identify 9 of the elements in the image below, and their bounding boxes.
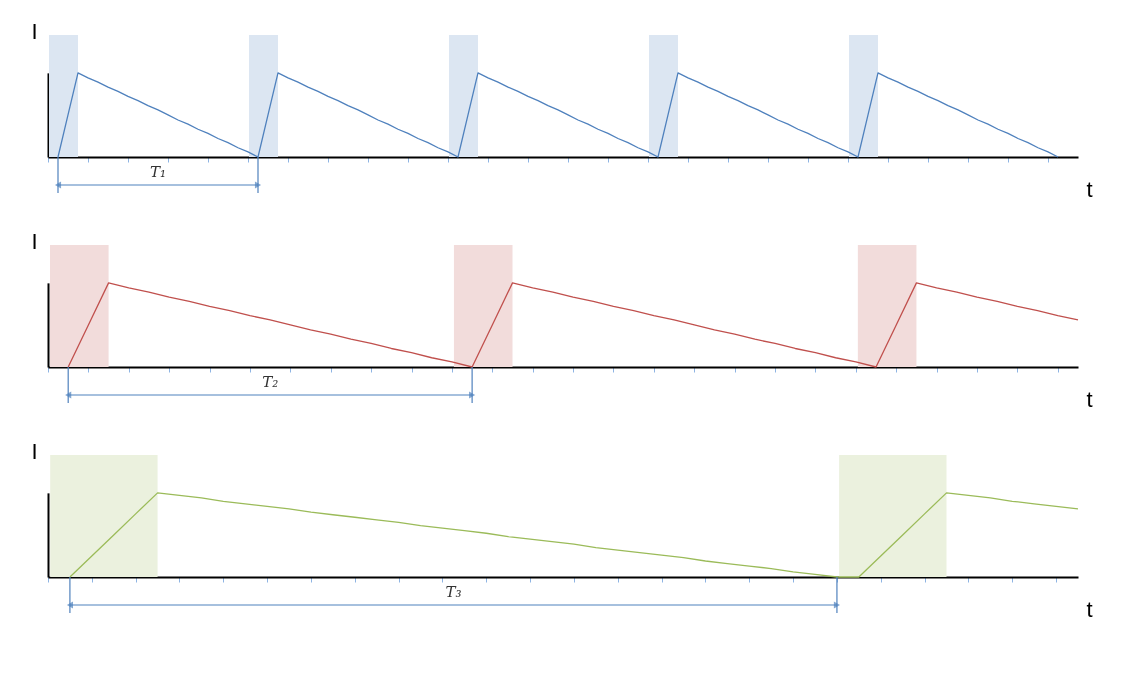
y-axis-title: I bbox=[31, 228, 38, 254]
text: T₂ bbox=[262, 373, 279, 391]
x-axis-title: t bbox=[1086, 596, 1093, 622]
text: T₃ bbox=[445, 583, 462, 601]
x-axis-title: t bbox=[1086, 386, 1093, 412]
text: T₁ bbox=[149, 163, 167, 181]
y-axis-title: I bbox=[31, 438, 38, 464]
x-axis-title: t bbox=[1086, 176, 1093, 202]
y-axis-title: I bbox=[31, 18, 38, 44]
